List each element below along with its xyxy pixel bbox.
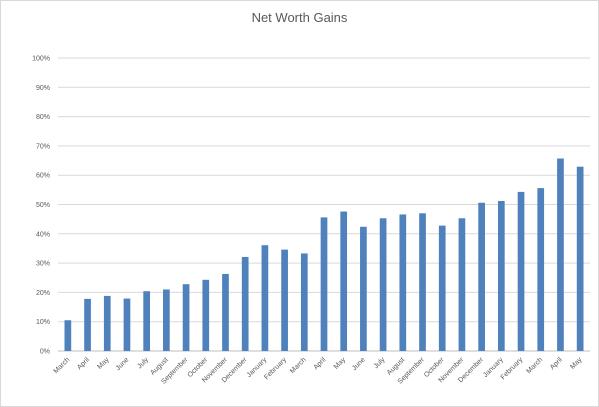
- bar: [458, 218, 466, 351]
- x-tick-label: April: [76, 356, 91, 371]
- x-tick-label: March: [53, 356, 72, 375]
- bar: [64, 320, 72, 351]
- y-tick-label: 80%: [36, 114, 50, 121]
- chart-title: Net Worth Gains: [251, 10, 348, 25]
- bar: [320, 217, 328, 351]
- y-tick-label: 40%: [36, 231, 50, 238]
- y-tick-label: 100%: [32, 56, 50, 63]
- y-tick-label: 50%: [36, 202, 50, 209]
- x-tick-label: April: [313, 356, 328, 371]
- x-tick-label: May: [333, 356, 348, 371]
- x-tick-label: July: [373, 356, 387, 370]
- bar: [340, 211, 348, 351]
- bar: [143, 291, 151, 351]
- bar: [281, 249, 288, 351]
- y-tick-label: 30%: [36, 261, 50, 268]
- bar: [261, 245, 269, 351]
- bar: [438, 225, 446, 351]
- x-tick-label: March: [289, 356, 308, 375]
- bar: [182, 284, 190, 351]
- bar: [576, 166, 584, 351]
- y-tick-label: 10%: [36, 319, 50, 326]
- y-tick-label: 60%: [36, 173, 50, 180]
- x-tick-label: May: [96, 356, 111, 371]
- bar: [399, 214, 407, 351]
- bar: [222, 273, 229, 351]
- bar: [379, 218, 387, 351]
- x-tick-label: April: [549, 356, 564, 371]
- x-tick-label: June: [351, 356, 367, 372]
- bar: [478, 202, 485, 351]
- bar: [103, 295, 111, 351]
- bar: [84, 298, 91, 351]
- x-tick-label: June: [115, 356, 131, 372]
- bar: [202, 279, 210, 351]
- bar: [241, 256, 249, 351]
- x-tick-label: May: [569, 356, 584, 371]
- y-tick-label: 90%: [36, 85, 50, 92]
- x-tick-label: March: [525, 356, 544, 375]
- bar: [163, 289, 170, 351]
- bar: [360, 226, 367, 351]
- x-tick-label: July: [136, 356, 150, 370]
- x-tick-label: February: [263, 356, 288, 381]
- x-tick-label: February: [500, 356, 525, 381]
- bar: [537, 188, 545, 351]
- bar: [300, 253, 308, 351]
- bar: [123, 298, 131, 351]
- bar: [557, 158, 564, 351]
- bar: [497, 200, 505, 351]
- y-tick-label: 0%: [40, 349, 50, 356]
- bar: [517, 191, 525, 351]
- y-tick-label: 20%: [36, 290, 50, 297]
- bar: [419, 213, 426, 351]
- y-tick-label: 70%: [36, 143, 50, 150]
